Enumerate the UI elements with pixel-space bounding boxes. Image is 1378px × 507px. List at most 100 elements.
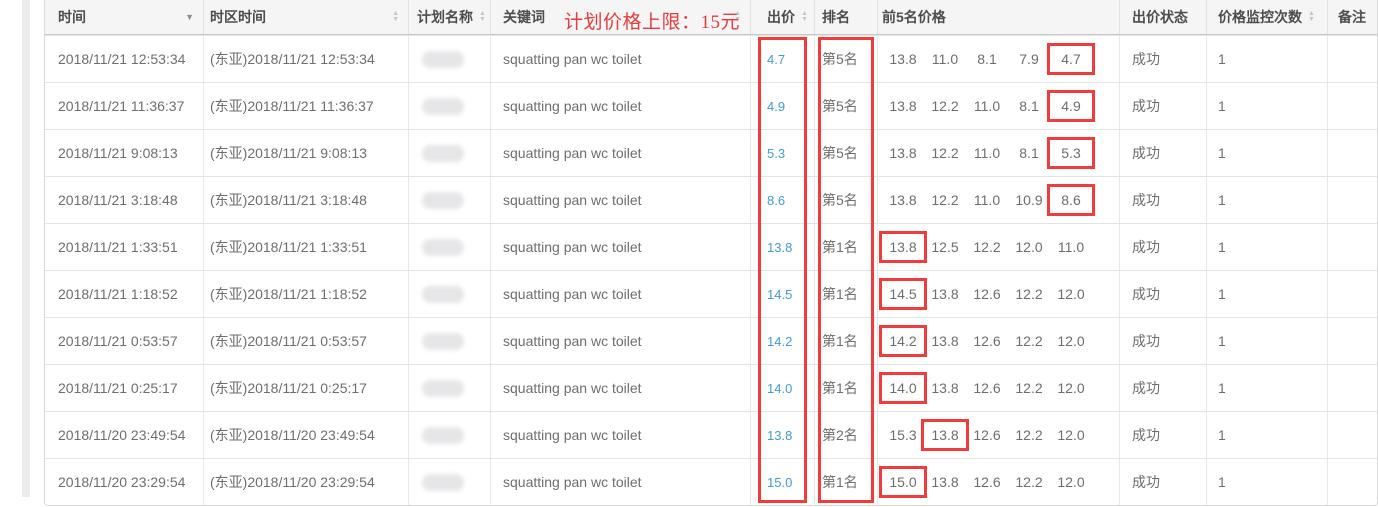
cell-remark bbox=[1328, 271, 1377, 317]
column-header-rank: 排名 bbox=[815, 0, 878, 34]
cell-time: 2018/11/21 11:36:37 bbox=[45, 83, 204, 129]
price-value: 12.2 bbox=[1015, 474, 1043, 490]
price-value: 13.8 bbox=[931, 380, 959, 396]
bid-value-link[interactable]: 8.6 bbox=[767, 192, 786, 208]
top5-price-list: 14.5 13.8 12.6 12.2 12.0 bbox=[879, 278, 1092, 310]
cell-time: 2018/11/21 9:08:13 bbox=[45, 130, 204, 176]
price-value-highlighted: 14.5 bbox=[879, 278, 927, 310]
cell-time: 2018/11/21 0:25:17 bbox=[45, 365, 204, 411]
price-value: 13.8 bbox=[931, 474, 959, 490]
bid-value-link[interactable]: 13.8 bbox=[767, 239, 793, 255]
price-value: 10.9 bbox=[1015, 192, 1043, 208]
price-value-highlighted: 13.8 bbox=[879, 231, 927, 263]
bid-value-link[interactable]: 4.7 bbox=[767, 51, 786, 67]
cell-monitor-count: 1 bbox=[1207, 318, 1328, 364]
price-value: 12.0 bbox=[1057, 380, 1085, 396]
left-gutter-strip bbox=[22, 0, 30, 497]
cell-rank: 第5名 bbox=[815, 130, 878, 176]
cell-top5-prices: 15.0 13.8 12.6 12.2 12.0 bbox=[878, 459, 1120, 505]
cell-remark bbox=[1328, 459, 1377, 505]
sort-icon[interactable]: ▲ ▼ bbox=[479, 10, 486, 23]
column-header-plan[interactable]: 计划名称 ▲ ▼ bbox=[409, 0, 491, 34]
sort-icon[interactable]: ▲ ▼ bbox=[392, 10, 399, 23]
cell-top5-prices: 13.8 11.0 8.1 7.9 4.7 bbox=[878, 36, 1120, 82]
column-header-keyword[interactable]: 关键词 ▲ ▼ bbox=[491, 0, 751, 34]
bid-value-link[interactable]: 14.2 bbox=[767, 333, 793, 349]
cell-top5-prices: 14.2 13.8 12.6 12.2 12.0 bbox=[878, 318, 1120, 364]
column-header-prices: 前5名价格 bbox=[878, 0, 1120, 34]
cell-timezone-time: (东亚)2018/11/21 12:53:34 bbox=[204, 36, 409, 82]
sort-icon[interactable]: ▲ ▼ bbox=[734, 10, 741, 23]
column-header-label: 排名 bbox=[822, 9, 850, 25]
price-value: 11.0 bbox=[1057, 239, 1085, 255]
bid-value-link[interactable]: 5.3 bbox=[767, 145, 786, 161]
price-value: 11.0 bbox=[931, 51, 959, 67]
cell-bid: 5.3 bbox=[751, 130, 815, 176]
column-header-label: 出价 bbox=[767, 9, 795, 25]
cell-timezone-time: (东亚)2018/11/21 0:53:57 bbox=[204, 318, 409, 364]
cell-keyword: squatting pan wc toilet bbox=[491, 224, 751, 270]
bid-value-link[interactable]: 13.8 bbox=[767, 427, 793, 443]
column-header-label: 时间 bbox=[58, 9, 86, 25]
cell-timezone-time: (东亚)2018/11/20 23:49:54 bbox=[204, 412, 409, 458]
cell-rank: 第5名 bbox=[815, 83, 878, 129]
cell-rank: 第1名 bbox=[815, 271, 878, 317]
cell-bid: 13.8 bbox=[751, 224, 815, 270]
cell-time: 2018/11/20 23:29:54 bbox=[45, 459, 204, 505]
price-value: 7.9 bbox=[1019, 51, 1039, 67]
column-header-tz_time[interactable]: 时区时间 ▲ ▼ bbox=[204, 0, 409, 34]
price-value: 13.8 bbox=[889, 192, 917, 208]
price-value: 12.5 bbox=[931, 239, 959, 255]
column-header-remark: 备注 bbox=[1328, 0, 1377, 34]
cell-bid-status: 成功 bbox=[1120, 83, 1207, 129]
table-row: 2018/11/21 12:53:34 (东亚)2018/11/21 12:53:… bbox=[45, 35, 1377, 82]
table-row: 2018/11/21 1:18:52 (东亚)2018/11/21 1:18:52… bbox=[45, 270, 1377, 317]
top5-price-list: 15.0 13.8 12.6 12.2 12.0 bbox=[879, 466, 1092, 498]
cell-keyword: squatting pan wc toilet bbox=[491, 318, 751, 364]
bid-value-link[interactable]: 14.0 bbox=[767, 380, 793, 396]
bid-value-link[interactable]: 14.5 bbox=[767, 286, 793, 302]
cell-time: 2018/11/21 12:53:34 bbox=[45, 36, 204, 82]
cell-bid-status: 成功 bbox=[1120, 412, 1207, 458]
column-header-bid[interactable]: 出价 ▲ ▼ bbox=[751, 0, 815, 34]
table-header-row: 时间 ▼ 时区时间 ▲ ▼ 计划名称 ▲ ▼ 关键词 ▲ ▼ 出价 ▲ ▼ 排名 前5名价格 出价状态 价格监控次… bbox=[45, 0, 1377, 35]
cell-top5-prices: 13.8 12.2 11.0 8.1 5.3 bbox=[878, 130, 1120, 176]
price-value: 13.8 bbox=[889, 98, 917, 114]
price-value: 12.2 bbox=[1015, 427, 1043, 443]
price-value-highlighted: 15.0 bbox=[879, 466, 927, 498]
price-value: 8.1 bbox=[977, 51, 997, 67]
cell-bid: 8.6 bbox=[751, 177, 815, 223]
sort-icon[interactable]: ▲ ▼ bbox=[801, 10, 808, 23]
cell-bid: 4.9 bbox=[751, 83, 815, 129]
column-header-count[interactable]: 价格监控次数 ▲ ▼ bbox=[1207, 0, 1328, 34]
column-header-label: 时区时间 bbox=[210, 9, 266, 25]
plan-name-redacted bbox=[422, 473, 464, 491]
cell-monitor-count: 1 bbox=[1207, 83, 1328, 129]
plan-name-redacted bbox=[422, 379, 464, 397]
sort-desc-icon[interactable]: ▼ bbox=[185, 11, 194, 22]
cell-bid: 13.8 bbox=[751, 412, 815, 458]
price-value: 12.2 bbox=[973, 239, 1001, 255]
plan-name-redacted bbox=[422, 332, 464, 350]
price-value: 12.0 bbox=[1057, 427, 1085, 443]
price-value: 12.2 bbox=[931, 98, 959, 114]
cell-remark bbox=[1328, 318, 1377, 364]
cell-time: 2018/11/21 1:33:51 bbox=[45, 224, 204, 270]
price-value: 12.6 bbox=[973, 427, 1001, 443]
cell-timezone-time: (东亚)2018/11/21 1:33:51 bbox=[204, 224, 409, 270]
price-value: 8.1 bbox=[1019, 98, 1039, 114]
sort-icon[interactable]: ▲ ▼ bbox=[1308, 10, 1315, 23]
plan-name-redacted bbox=[422, 191, 464, 209]
column-header-time[interactable]: 时间 ▼ bbox=[45, 0, 204, 34]
bid-value-link[interactable]: 15.0 bbox=[767, 474, 793, 490]
cell-remark bbox=[1328, 177, 1377, 223]
bid-value-link[interactable]: 4.9 bbox=[767, 98, 786, 114]
cell-time: 2018/11/21 0:53:57 bbox=[45, 318, 204, 364]
column-header-status: 出价状态 bbox=[1120, 0, 1207, 34]
cell-bid-status: 成功 bbox=[1120, 459, 1207, 505]
cell-timezone-time: (东亚)2018/11/21 3:18:48 bbox=[204, 177, 409, 223]
cell-remark bbox=[1328, 36, 1377, 82]
cell-monitor-count: 1 bbox=[1207, 412, 1328, 458]
top5-price-list: 13.8 11.0 8.1 7.9 4.7 bbox=[882, 43, 1095, 75]
